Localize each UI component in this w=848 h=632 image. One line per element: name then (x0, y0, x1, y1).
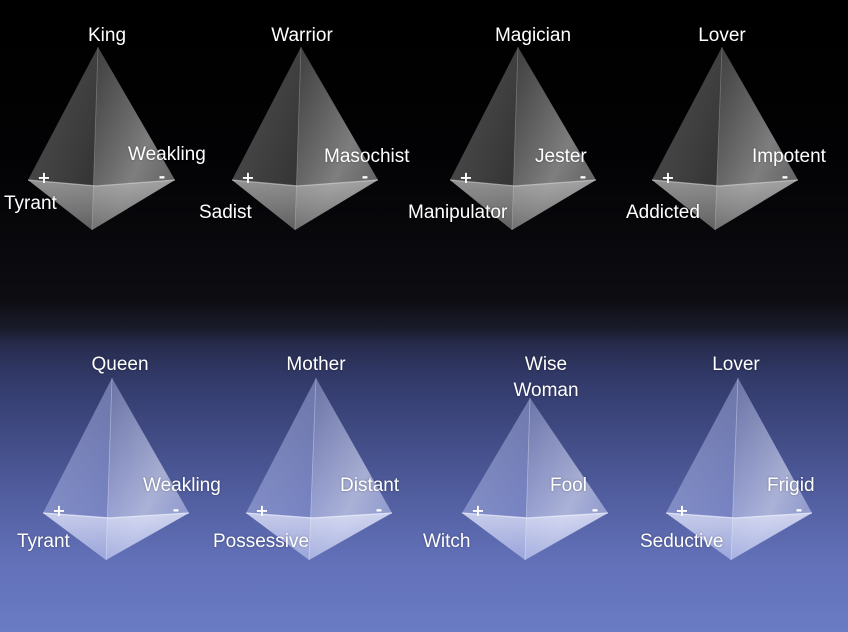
pyramid-base (246, 513, 392, 560)
plus-pole-label-seductive: Seductive (640, 531, 724, 552)
plus-symbol: + (661, 168, 674, 187)
minus-pole-label-frigid: Frigid (767, 475, 815, 496)
plus-pole-label-witch: Witch (423, 531, 471, 552)
pyramid-base (450, 180, 596, 230)
archetype-title-lover-female: Lover (712, 354, 760, 375)
minus-symbol: - (362, 167, 369, 186)
minus-symbol: - (159, 167, 166, 186)
pyramid-base (652, 180, 798, 230)
plus-symbol: + (37, 168, 50, 187)
pyramid-base-edge (665, 512, 813, 519)
pyramid-warrior: + - (231, 46, 379, 231)
plus-pole-label-tyrant-female: Tyrant (17, 531, 70, 552)
minus-symbol: - (796, 500, 803, 519)
archetype-title-lover-male: Lover (698, 25, 746, 46)
pyramid-front-edge (105, 377, 113, 561)
minus-symbol: - (580, 167, 587, 186)
plus-pole-label-tyrant: Tyrant (4, 193, 57, 214)
minus-symbol: - (173, 500, 180, 519)
archetype-title-warrior: Warrior (271, 25, 333, 46)
pyramid-base-edge (245, 512, 393, 519)
pyramid-base-edge (449, 179, 597, 187)
archetype-title-wise-line2: Woman (513, 380, 579, 401)
pyramid-base (232, 180, 378, 230)
pyramid-base (43, 513, 189, 560)
minus-pole-label-masochist: Masochist (324, 146, 410, 167)
pyramid-front-edge (511, 46, 519, 231)
archetype-title-magician: Magician (494, 25, 572, 46)
plus-pole-label-manipulator: Manipulator (408, 202, 508, 223)
pyramid-king: + - (27, 46, 176, 231)
archetype-title-king: King (87, 25, 127, 46)
pyramid-base (666, 513, 812, 560)
minus-symbol: - (376, 500, 383, 519)
minus-pole-label-impotent: Impotent (752, 146, 826, 167)
pyramid-front-edge (294, 46, 302, 231)
pyramid-base (462, 513, 608, 560)
pyramid-lover-female: + - (665, 377, 813, 561)
pyramid-mother: + - (245, 377, 393, 561)
pyramid-front-edge (714, 46, 723, 231)
plus-symbol: + (241, 168, 254, 187)
plus-symbol: + (459, 168, 472, 187)
pyramid-wise-woman: + - (461, 397, 609, 561)
pyramid-front-edge (524, 397, 531, 561)
pyramid-magician: + - (449, 46, 597, 231)
minus-symbol: - (592, 500, 599, 519)
plus-symbol: + (52, 501, 65, 520)
archetype-title-wise-line1: Wise (524, 354, 568, 375)
plus-pole-label-addicted: Addicted (626, 202, 700, 223)
minus-pole-label-distant: Distant (340, 475, 400, 496)
pyramid-base-edge (27, 179, 176, 187)
plus-symbol: + (675, 501, 688, 520)
archetype-title-mother: Mother (286, 354, 346, 375)
plus-pole-label-sadist: Sadist (199, 202, 252, 223)
plus-symbol: + (255, 501, 268, 520)
plus-symbol: + (471, 501, 484, 520)
archetype-title-queen: Queen (91, 354, 149, 375)
pyramid-base-edge (461, 512, 609, 519)
pyramid-base-edge (651, 179, 799, 187)
pyramid-front-edge (308, 377, 317, 561)
pyramid-base (28, 180, 175, 230)
minus-pole-label-fool: Fool (550, 475, 587, 496)
minus-pole-label-jester: Jester (535, 146, 587, 167)
pyramid-base-edge (42, 512, 190, 519)
plus-pole-label-possessive: Possessive (213, 531, 310, 552)
pyramid-front-edge (730, 377, 739, 561)
pyramid-front-edge (91, 46, 99, 231)
pyramid-queen: + - (42, 377, 190, 561)
pyramid-lover-male: + - (651, 46, 799, 231)
minus-symbol: - (782, 167, 789, 186)
minus-pole-label-weakling: Weakling (128, 144, 206, 165)
pyramid-base-edge (231, 179, 379, 187)
minus-pole-label-weakling-female: Weakling (143, 475, 221, 496)
